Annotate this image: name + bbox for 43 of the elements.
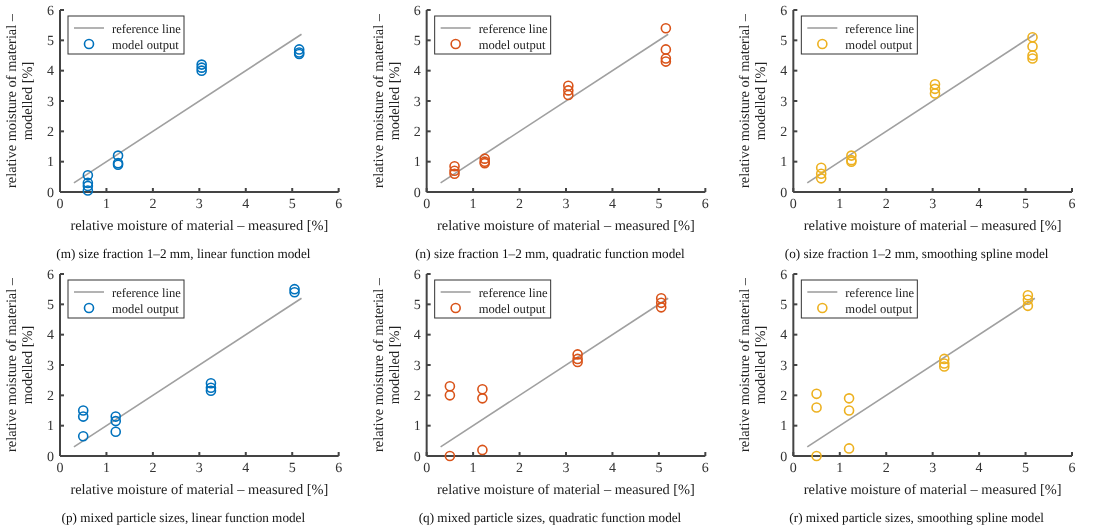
point: [77, 430, 89, 442]
point: [655, 292, 667, 304]
point: [846, 150, 857, 161]
point: [843, 405, 855, 416]
point: [1027, 31, 1038, 43]
point: [444, 380, 456, 392]
point: [205, 377, 217, 389]
point: [77, 405, 89, 416]
point: [112, 150, 124, 161]
point: [929, 83, 941, 95]
point: [1022, 300, 1034, 312]
point: [110, 411, 122, 422]
point: [82, 170, 94, 181]
point: [572, 349, 583, 360]
point: [655, 302, 667, 313]
point: [1022, 289, 1034, 301]
point: [811, 450, 822, 462]
point: [938, 353, 950, 365]
point: [1027, 41, 1038, 52]
point: [815, 168, 827, 180]
point: [660, 44, 672, 55]
point: [811, 388, 822, 400]
point: [811, 402, 822, 413]
point: [477, 393, 488, 404]
point: [1022, 294, 1034, 306]
point: [110, 415, 122, 427]
point: [660, 22, 672, 34]
point: [477, 444, 488, 456]
point: [444, 390, 456, 401]
point: [449, 160, 460, 172]
point: [477, 383, 488, 395]
point: [563, 85, 574, 96]
point: [110, 426, 122, 438]
point: [77, 411, 89, 422]
point: [843, 443, 855, 454]
point: [929, 88, 941, 99]
point: [655, 297, 667, 309]
point: [444, 450, 456, 462]
point: [815, 173, 827, 184]
point: [82, 185, 94, 196]
point: [843, 393, 855, 404]
point: [815, 162, 827, 174]
point: [929, 79, 941, 90]
